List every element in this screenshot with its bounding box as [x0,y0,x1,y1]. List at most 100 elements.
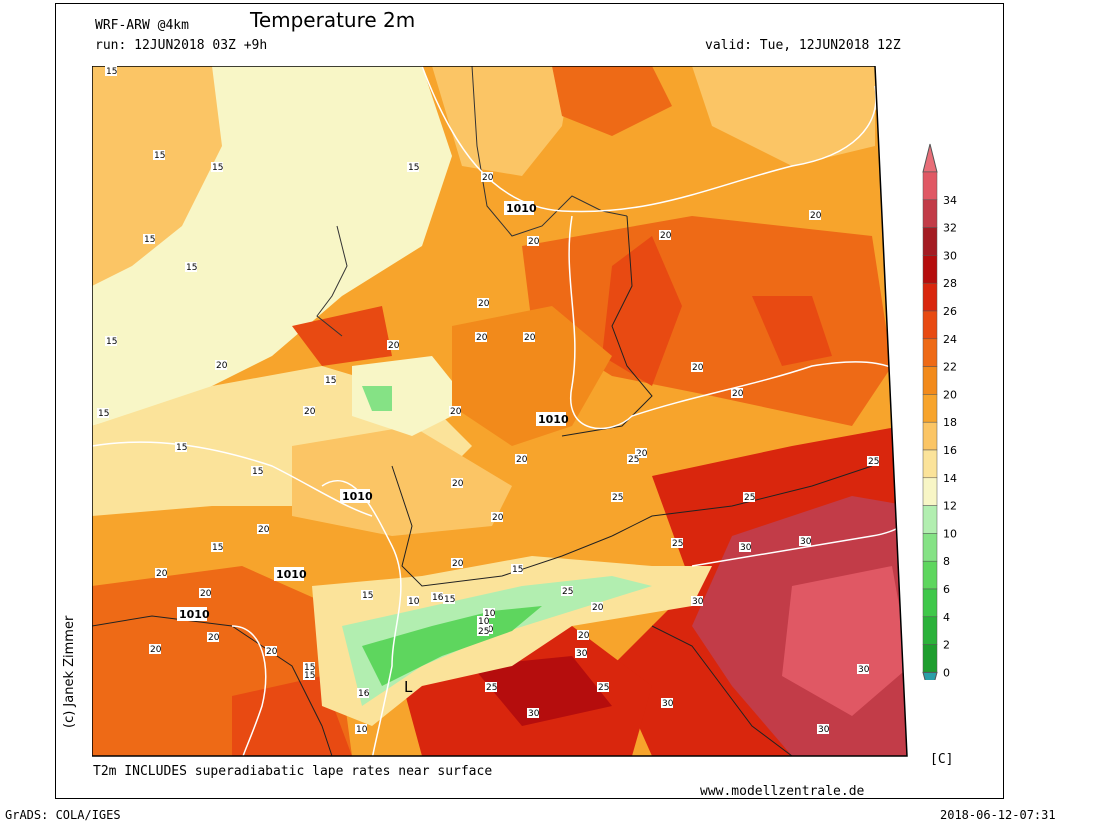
colorbar-under-arrow [922,671,938,680]
temp-label-box [449,406,461,416]
temp-label: 25 [672,539,683,549]
border-germany-poland [561,215,653,437]
colorbar-swatch [922,449,938,479]
temp-label: 10 [408,597,420,607]
temp-label-box [511,564,523,574]
temp-label-box [575,648,587,658]
map-border [92,66,908,757]
colorbar-swatch [922,477,938,506]
unit-label: [C] [930,752,954,767]
colorbar-tick-label: 2 [943,639,950,652]
isobar-label: 1010 [276,568,307,581]
temp-label: 10 [356,725,368,735]
border-czech-austria [611,465,873,537]
colorbar-swatch [922,199,938,228]
temp-label: 16 [432,593,444,603]
colorbar-swatch [922,616,938,645]
temp-label: 30 [800,537,812,547]
temp-label: 20 [208,633,220,643]
page-title: Temperature 2m [250,8,416,32]
temp-label: 25 [868,457,879,467]
temp-label: 15 [444,595,455,605]
temp-label-box [523,332,535,342]
temp-label-box [451,478,463,488]
temp-label-box [211,162,223,172]
temp-label: 20 [592,603,604,613]
temp-label: 10 [484,609,496,619]
temp-label: 20 [636,449,648,459]
temp-label-box [481,172,493,182]
temp-label-box [355,724,367,734]
temp-label-box [361,590,373,600]
temp-label: 20 [156,569,168,579]
temp-label-box [185,262,197,272]
temp-label-box [303,670,315,680]
grads-credit: GrADS: COLA/IGES [5,808,121,822]
pannonian-max [782,566,907,716]
temp-label: 15 [304,671,315,681]
temp-label-box [155,568,167,578]
temp-label: 15 [408,163,419,173]
alps-cold [342,576,652,706]
colorbar-tick-label: 0 [943,666,950,679]
temp-label-box [477,626,489,636]
temp-label-box [451,558,463,568]
temp-label: 25 [562,587,573,597]
poland-hot-spot [752,296,832,366]
temp-label: 15 [325,376,336,386]
border-france-germany [391,465,613,587]
isobar-label: 1010 [179,608,210,621]
run-label: run: 12JUN2018 03Z +9h [95,38,268,53]
temp-label-box [591,602,603,612]
temp-label: 10 [478,617,490,627]
colorbar-tick-label: 4 [943,611,950,624]
temp-label: 15 [106,67,117,77]
model-label: WRF-ARW @4km [95,18,189,33]
colorbar-tick-label: 16 [943,444,957,457]
ardennes-cool [352,356,472,436]
temp-label: 15 [98,409,109,419]
temp-label: 15 [106,337,117,347]
temp-label-box [527,708,539,718]
temp-label-box [149,644,161,654]
temp-label: 20 [476,333,488,343]
temp-label: 20 [216,361,228,371]
isobar-southwest [231,625,267,756]
temp-label-box [303,406,315,416]
isobar-label: 1010 [342,490,373,503]
colorbar-tick-label: 14 [943,472,957,485]
temp-label-box [265,646,277,656]
colorbar-tick-label: 32 [943,222,957,235]
central-france-mild [292,426,512,536]
temp-label: 20 [692,363,704,373]
temp-label-box [97,408,109,418]
temp-label: 20 [492,513,504,523]
temp-label: 20 [478,299,490,309]
colorbar-tick-label: 6 [943,583,950,596]
temp-label: 20 [304,407,316,417]
temp-label: 20 [732,389,744,399]
temp-label-box [199,588,211,598]
east-germany-hot [602,236,682,386]
temp-label: 20 [266,647,278,657]
colorbar-tick-label: 28 [943,277,957,290]
temp-label: 20 [810,211,822,221]
temp-label: 20 [578,631,590,641]
temp-label: 30 [662,699,674,709]
valid-label: valid: Tue, 12JUN2018 12Z [705,38,901,53]
colorbar-tick-label: 8 [943,555,950,568]
temp-label: 25 [612,493,623,503]
colorbar-swatch [922,255,938,284]
colorbar-tick-label: 12 [943,500,957,513]
coastline-netherlands [316,225,348,337]
temp-label: 15 [252,467,263,477]
temp-label: 15 [512,565,523,575]
temp-label-box [175,442,187,452]
website-link[interactable]: www.modellzentrale.de [700,784,865,799]
temp-label-box [443,594,455,604]
denmark-region [432,66,572,176]
temp-label: 15 [304,663,315,673]
temp-label-box [387,340,399,350]
temp-label-box [661,698,673,708]
